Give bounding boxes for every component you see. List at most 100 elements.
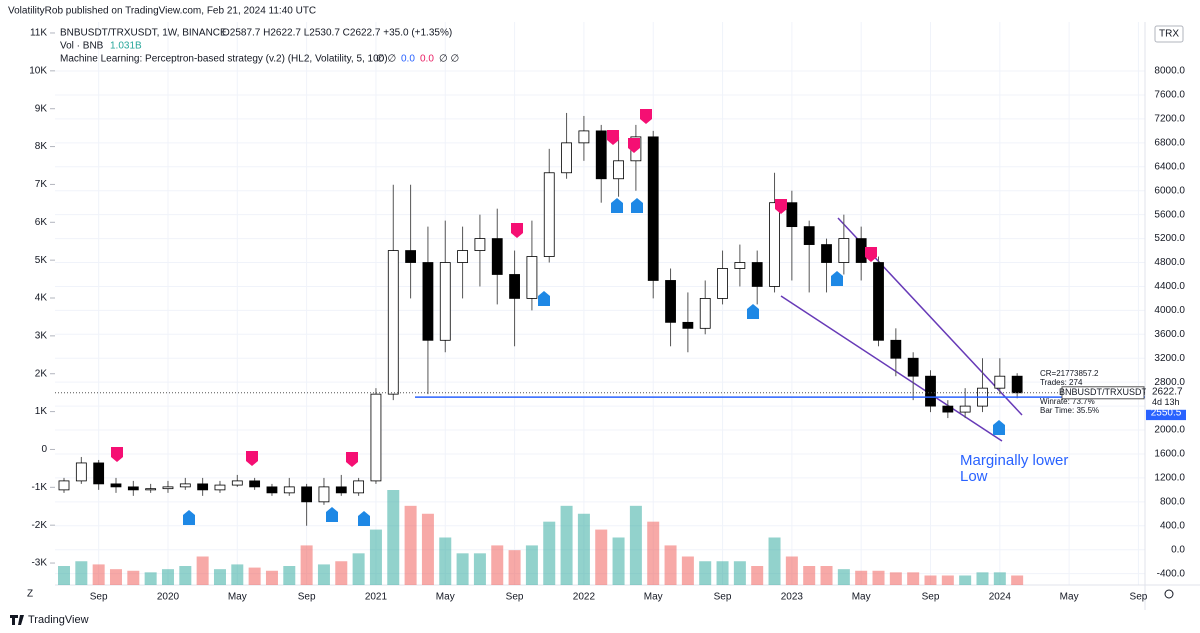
legend-indicator: Machine Learning: Perceptron-based strat…	[60, 54, 388, 65]
buy-signal	[326, 507, 338, 522]
buy-signal	[993, 420, 1005, 435]
candle-body	[717, 268, 728, 299]
candle-body	[422, 262, 434, 341]
candle-body	[370, 393, 382, 482]
legend-volume: Vol · BNB	[60, 41, 104, 52]
y-tick-label: 1600.0	[1154, 449, 1185, 460]
candle-body	[491, 238, 503, 275]
volume-bar	[941, 575, 954, 585]
buy-signal	[747, 304, 759, 319]
volume-bar	[733, 561, 746, 585]
volume-bar	[404, 505, 417, 585]
x-tick-label: Sep	[1130, 592, 1148, 603]
volume-bar	[837, 569, 850, 585]
volume-bar	[543, 521, 556, 585]
candle-body	[405, 250, 417, 263]
legend-volume-value: 1.031B	[110, 41, 142, 52]
legend-ind: ∅ ∅	[376, 54, 396, 65]
stat: Winrate: 73.7%	[1040, 397, 1095, 406]
hline-label: 2550.5	[1151, 408, 1182, 419]
y2-tick-label: 10K	[29, 65, 47, 76]
last-price-label: 2622.7	[1152, 386, 1183, 397]
candle-body	[145, 488, 157, 491]
volume-bar	[629, 505, 642, 585]
buy-signal	[831, 271, 843, 286]
logo	[10, 615, 24, 625]
candle-body	[318, 486, 330, 503]
y2-tick-label: 3K	[35, 331, 48, 342]
countdown: 4d 13h	[1152, 397, 1180, 407]
volume-bar	[161, 569, 174, 585]
volume-bar	[491, 545, 504, 585]
y2-tick-label: -2K	[31, 520, 47, 531]
legend-symbol: BNBUSDT/TRXUSDT, 1W, BINANCE	[60, 28, 227, 39]
settings-icon[interactable]	[1164, 589, 1174, 599]
y2-tick-label: 7K	[35, 179, 48, 190]
volume-bar	[647, 521, 660, 585]
volume-bar	[716, 561, 729, 585]
volume-bar	[317, 564, 330, 585]
sell-signal	[628, 138, 640, 153]
x-tick-label: May	[644, 592, 663, 603]
volume-bar	[300, 545, 313, 585]
buy-signal	[631, 198, 643, 213]
sell-signal	[511, 223, 523, 238]
candle-body	[942, 405, 954, 413]
candle-body	[613, 160, 624, 180]
candle-body	[699, 298, 711, 329]
candle-body	[353, 480, 365, 494]
volume-bar	[109, 569, 122, 585]
volume-bar	[179, 566, 192, 585]
y-tick-label: 3200.0	[1154, 353, 1185, 364]
y2-tick-label: 11K	[30, 28, 47, 39]
unit-box[interactable]	[1154, 25, 1184, 43]
y2-tick-label: 2K	[35, 368, 48, 379]
x-tick-label: 2022	[573, 592, 596, 603]
candle-body	[578, 130, 590, 144]
y-tick-label: 7600.0	[1154, 90, 1185, 101]
y-tick-label: 400.0	[1160, 520, 1185, 531]
candle-body	[249, 480, 261, 488]
legend: BNBUSDT/TRXUSDT, 1W, BINANCE O2587.7 H26…	[60, 28, 459, 65]
candle-body	[959, 405, 971, 413]
buy-signal	[183, 510, 195, 525]
candle-body	[907, 357, 919, 377]
candle-body	[682, 321, 694, 329]
y-tick-label: 6400.0	[1154, 161, 1185, 172]
volume-bar	[855, 570, 868, 585]
legend-ind: ∅ ∅	[439, 54, 459, 65]
candle-body	[127, 486, 139, 491]
volume-bar	[1011, 575, 1024, 585]
volume-bar	[456, 553, 469, 585]
candle-body	[301, 486, 313, 503]
y-tick-label: 6800.0	[1154, 137, 1185, 148]
volume-bar	[352, 553, 365, 585]
y2-tick-label: 5K	[35, 255, 48, 266]
candle-body	[873, 262, 884, 341]
volume-bar	[248, 567, 261, 585]
sell-signal	[246, 451, 258, 466]
grid	[55, 22, 1145, 585]
y2-tick-label: 4K	[35, 293, 48, 304]
candle-body	[457, 250, 468, 263]
candle-body	[93, 462, 105, 485]
volume-bar	[751, 566, 764, 585]
volume-bar	[976, 572, 989, 585]
x-tick-label: May	[228, 592, 247, 603]
volume-bar	[699, 561, 712, 585]
candle-body	[925, 375, 936, 407]
volume-bar	[75, 561, 88, 585]
volume-bar	[144, 572, 157, 585]
volume-bar	[265, 570, 278, 585]
annotation: Marginally lower	[960, 452, 1068, 469]
candle-body	[231, 480, 243, 486]
candle-body	[162, 486, 174, 490]
x-tick-label: Sep	[714, 592, 732, 603]
legend-ind: 0.0	[420, 54, 434, 65]
candle-body	[855, 238, 867, 263]
zoom-button[interactable]: Z	[27, 589, 33, 600]
candle-body	[665, 280, 676, 323]
x-tick-label: Sep	[298, 592, 316, 603]
x-tick-label: Sep	[90, 592, 108, 603]
x-tick-label: 2021	[365, 592, 388, 603]
